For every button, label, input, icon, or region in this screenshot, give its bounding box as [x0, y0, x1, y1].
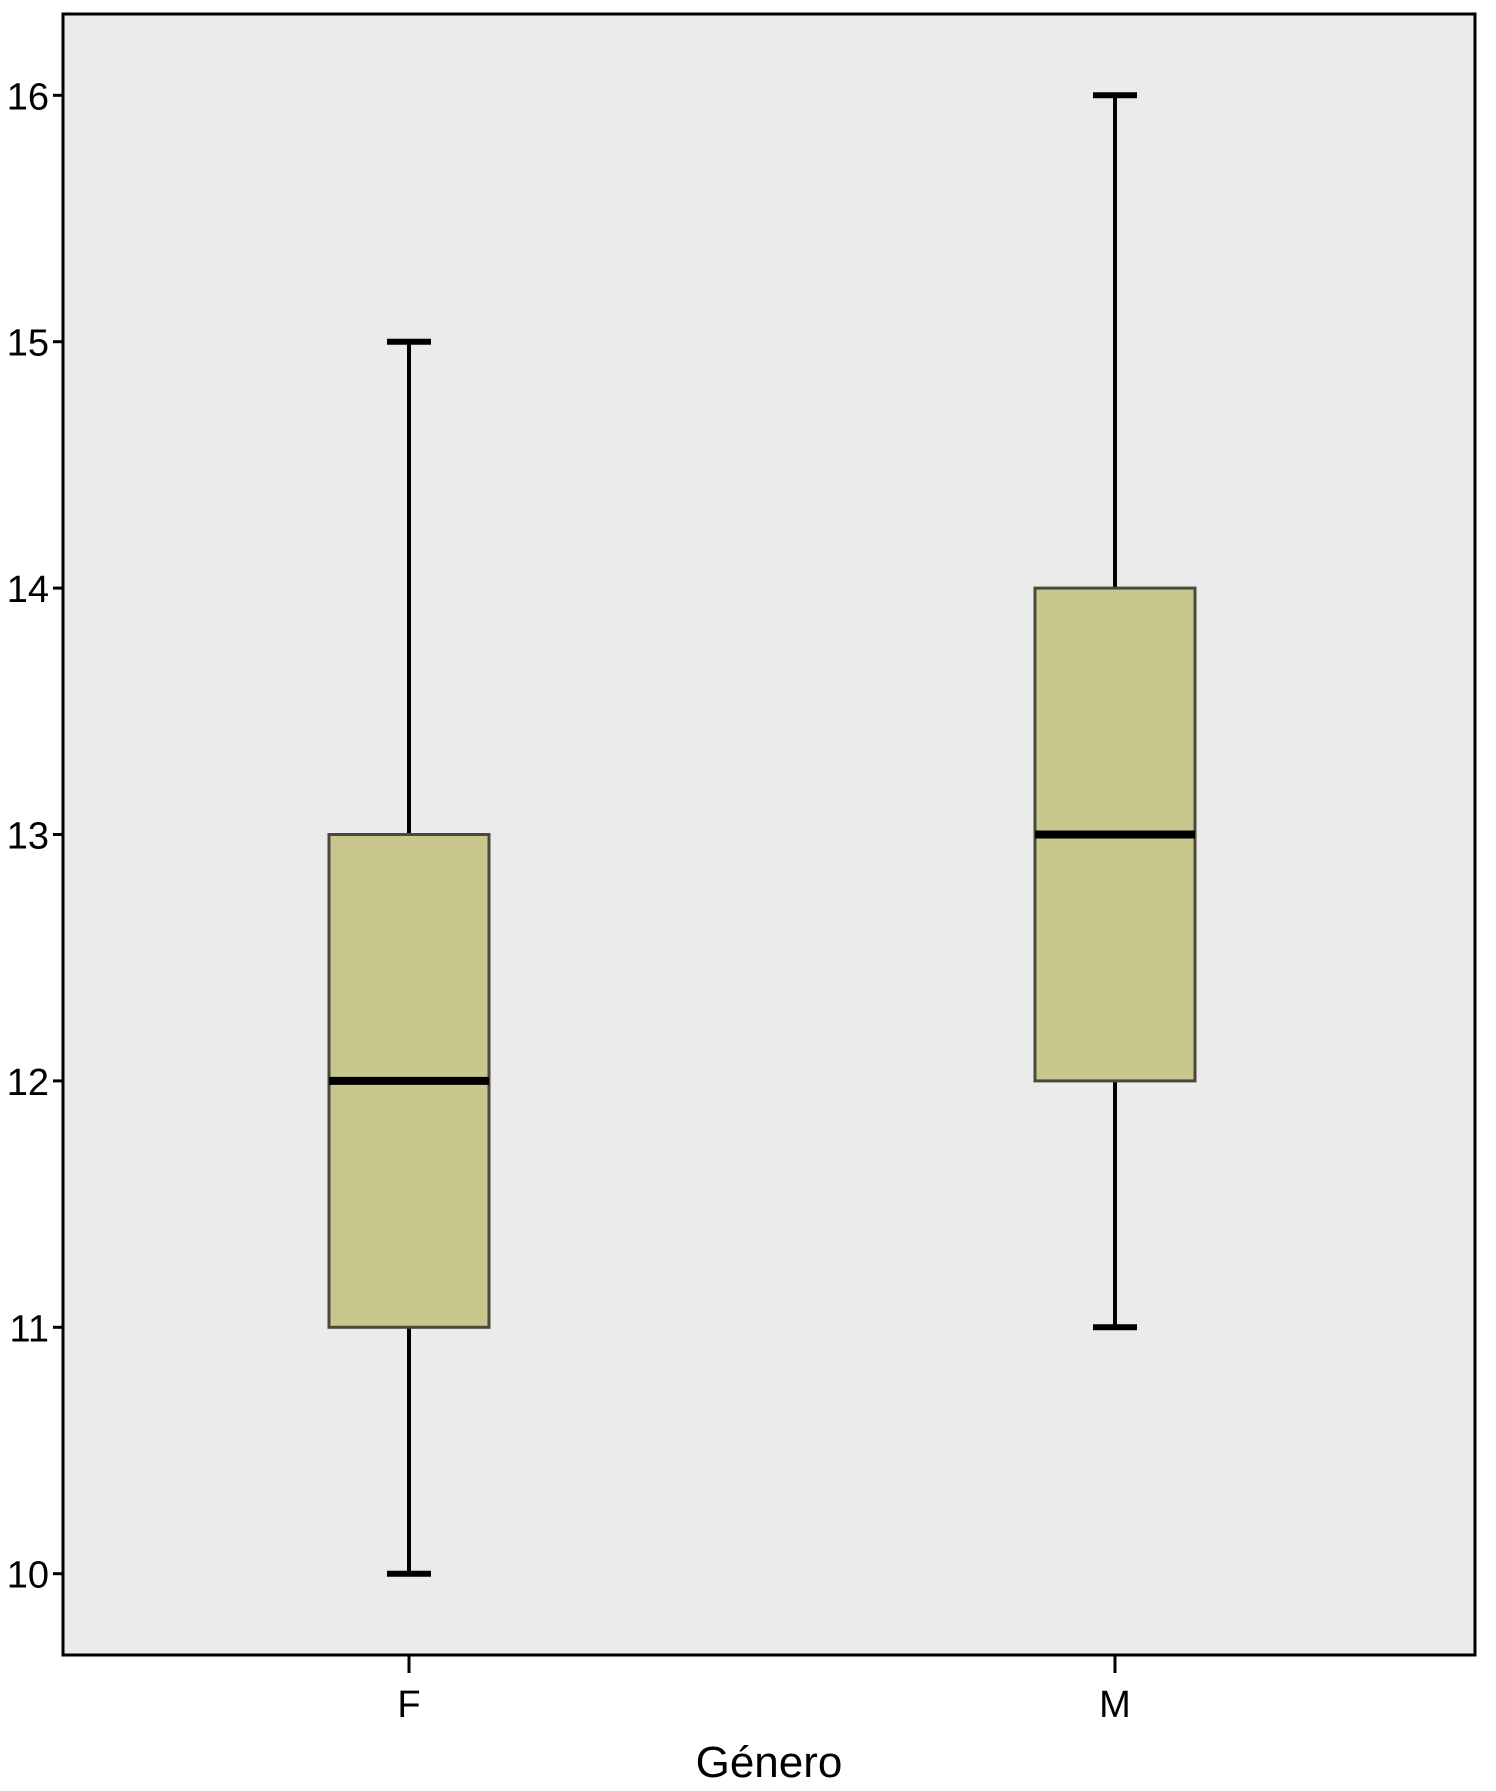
y-tick-label: 15 [7, 323, 49, 365]
plot-area [61, 12, 1477, 1657]
y-tick-label: 13 [7, 816, 49, 858]
x-tick-label: M [1099, 1684, 1131, 1726]
y-tick-label: 12 [7, 1062, 49, 1104]
y-tick-label: 11 [10, 1308, 49, 1350]
x-tick-label: F [397, 1684, 420, 1726]
box-F [327, 338, 491, 1577]
x-axis-title: Género [696, 1738, 843, 1786]
boxes-group [327, 92, 1197, 1577]
y-tick-label: 10 [7, 1555, 49, 1597]
y-tick-label: 14 [7, 569, 49, 611]
y-tick-label: 16 [7, 76, 49, 118]
y-axis: 10 11 12 13 14 15 16 [7, 76, 63, 1597]
box-M [1033, 92, 1197, 1331]
